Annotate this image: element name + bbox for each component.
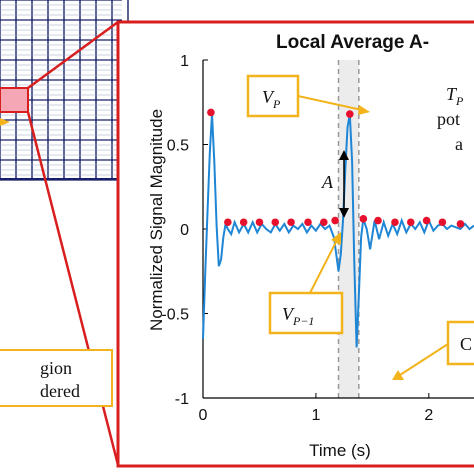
- background-grid-panel: [0, 0, 129, 181]
- tp-annotation: TP pot a: [437, 84, 464, 154]
- vp-label-sub: P: [272, 97, 281, 111]
- tp-label-sub: P: [455, 94, 464, 108]
- vp-label-main: V: [262, 87, 275, 107]
- axes: -1 -0.5 0 0.5 1 0 1 2: [161, 53, 474, 424]
- x-tick-label: 0: [199, 407, 208, 424]
- peak-marker: [438, 218, 447, 227]
- y-tick-label: 0.5: [167, 138, 189, 155]
- peak-marker: [406, 218, 415, 227]
- x-tick-label: 1: [311, 407, 320, 424]
- vp-label: VP: [262, 87, 281, 111]
- vp1-callout: VP−1: [268, 232, 344, 335]
- x-tick-label: 2: [424, 407, 433, 424]
- peak-marker: [255, 218, 264, 227]
- vp-callout-box: [246, 74, 300, 118]
- peak-marker: [374, 216, 382, 225]
- vp1-arrow-head: [331, 232, 341, 245]
- c-callout-box: [446, 320, 474, 366]
- c-arrow-line: [399, 343, 449, 376]
- amplitude-label: A: [321, 172, 334, 192]
- peak-marker: [359, 215, 368, 223]
- peak-marker: [239, 218, 248, 227]
- zoom-connector-top: [27, 20, 119, 90]
- left-arrow-fragment: [0, 118, 10, 126]
- peak-marker: [345, 110, 354, 118]
- c-arrow-head: [392, 370, 404, 380]
- chart-title: Local Average A-: [276, 32, 429, 53]
- y-tick-label: -0.5: [161, 307, 189, 324]
- peak-marker: [456, 220, 465, 228]
- amplitude-arrow-head-top: [339, 150, 349, 160]
- background-grid-highlight: [0, 87, 29, 113]
- y-tick-label: 1: [180, 53, 189, 70]
- amplitude-annotation: A: [321, 150, 349, 218]
- tp-line-2: pot: [437, 109, 460, 129]
- vp-arrow-head: [358, 105, 370, 115]
- vp-callout: VP: [246, 74, 370, 118]
- vp1-arrow-line: [309, 239, 338, 294]
- tp-line-3: a: [455, 134, 463, 154]
- peak-marker: [422, 216, 431, 225]
- vp1-label-sub: P−1: [292, 314, 314, 328]
- tp-label-main: T: [446, 84, 458, 104]
- x-axis-label: Time (s): [309, 441, 371, 460]
- vp1-label: VP−1: [282, 304, 314, 328]
- region-callout-box: [0, 349, 113, 407]
- y-axis-label: Normalized Signal Magnitude: [147, 109, 166, 331]
- c-callout: C: [392, 320, 474, 380]
- vp1-label-main: V: [282, 304, 295, 324]
- peak-markers: [207, 108, 465, 228]
- y-tick-label: -1: [175, 391, 189, 408]
- plot-area: -1 -0.5 0 0.5 1 0 1 2: [161, 53, 474, 424]
- region-callout-line-1: gion: [40, 358, 72, 378]
- peak-marker: [207, 108, 215, 117]
- region-callout-line-2: dered: [40, 381, 80, 401]
- peak-marker: [224, 218, 232, 227]
- peak-marker: [331, 216, 339, 225]
- peak-marker: [271, 218, 280, 227]
- tp-label: TP: [446, 84, 464, 108]
- highlight-window: [338, 60, 359, 398]
- signal-line: [202, 113, 474, 348]
- amplitude-arrow-head-bottom: [339, 208, 349, 218]
- vp1-callout-box: [268, 291, 344, 335]
- peak-marker: [304, 218, 312, 227]
- c-label: C: [460, 334, 472, 354]
- vp-arrow-line: [297, 95, 363, 111]
- peak-marker: [287, 218, 295, 227]
- region-callout: gion dered: [0, 349, 113, 407]
- peak-marker: [391, 218, 399, 227]
- y-tick-label: 0: [180, 222, 189, 239]
- peak-marker: [320, 218, 328, 227]
